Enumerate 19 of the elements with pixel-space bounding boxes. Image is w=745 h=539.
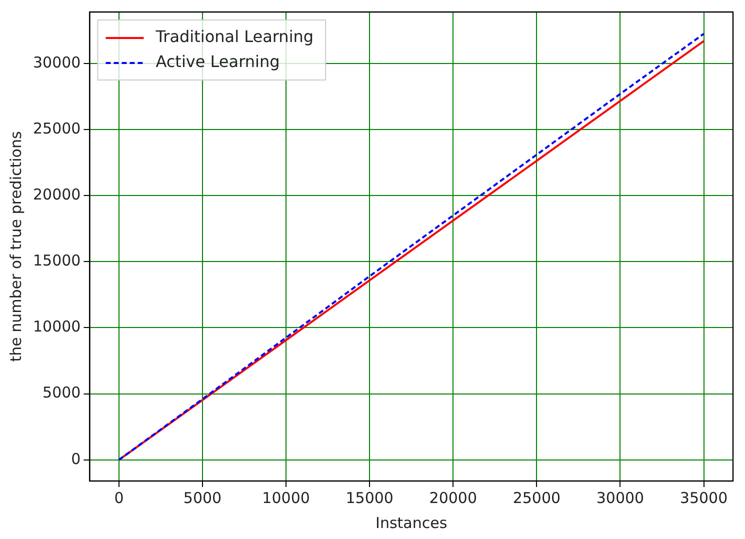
y-tick-label: 25000 xyxy=(33,119,81,138)
x-axis-title: Instances xyxy=(376,514,448,532)
legend-label: Active Learning xyxy=(156,52,280,72)
y-tick-label: 15000 xyxy=(33,252,81,270)
y-tick-label: 5000 xyxy=(42,384,81,402)
x-tick-label: 0 xyxy=(114,488,124,507)
x-tick-label: 25000 xyxy=(512,488,561,507)
x-tick-label: 5000 xyxy=(183,488,222,507)
y-tick-label: 0 xyxy=(71,450,81,468)
y-tick-label: 20000 xyxy=(33,186,81,204)
y-tick-label: 10000 xyxy=(33,318,81,336)
x-tick-label: 30000 xyxy=(596,488,644,507)
x-tick-label: 15000 xyxy=(346,488,394,507)
legend-label: Traditional Learning xyxy=(154,27,314,46)
x-tick-label: 10000 xyxy=(262,488,310,507)
y-tick-label: 30000 xyxy=(33,53,81,72)
x-tick-label: 35000 xyxy=(680,488,728,507)
y-axis-title: the number of true predictions xyxy=(6,131,25,362)
x-tick-label: 20000 xyxy=(429,488,477,507)
